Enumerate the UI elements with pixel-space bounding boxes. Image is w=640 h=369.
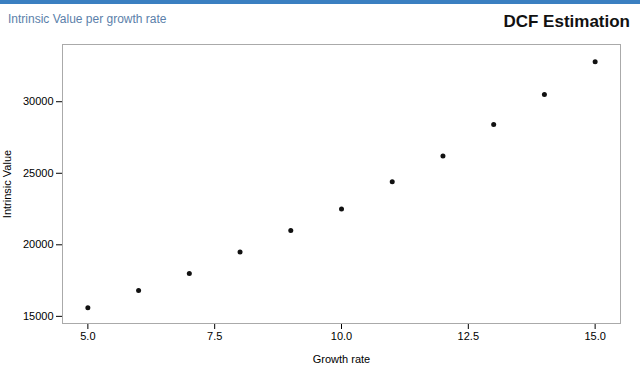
html-text:DCF Estimation: DCF Estimation (503, 12, 630, 31)
svg-text:15.0: 15.0 (584, 330, 605, 342)
svg-text:25000: 25000 (23, 167, 54, 179)
svg-text:15000: 15000 (23, 310, 54, 322)
html-text:Intrinsic Value per growth rat: Intrinsic Value per growth rate (8, 12, 167, 26)
svg-text:20000: 20000 (23, 238, 54, 250)
svg-text:12.5: 12.5 (458, 330, 479, 342)
svg-text:Intrinsic Value: Intrinsic Value (1, 150, 13, 218)
svg-text:5.0: 5.0 (80, 330, 95, 342)
svg-text:7.5: 7.5 (207, 330, 222, 342)
svg-text:Growth rate: Growth rate (313, 353, 370, 365)
svg-text:10.0: 10.0 (331, 330, 352, 342)
svg-text:30000: 30000 (23, 95, 54, 107)
